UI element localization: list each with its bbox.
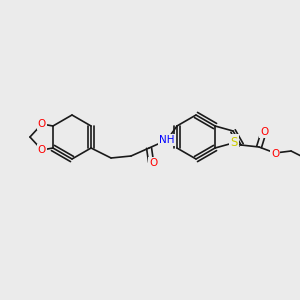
- Text: O: O: [38, 145, 46, 155]
- Text: NH: NH: [159, 135, 175, 145]
- Text: O: O: [271, 149, 279, 159]
- Text: O: O: [260, 127, 268, 137]
- Text: O: O: [149, 158, 157, 168]
- Text: O: O: [38, 119, 46, 129]
- Text: S: S: [230, 136, 238, 148]
